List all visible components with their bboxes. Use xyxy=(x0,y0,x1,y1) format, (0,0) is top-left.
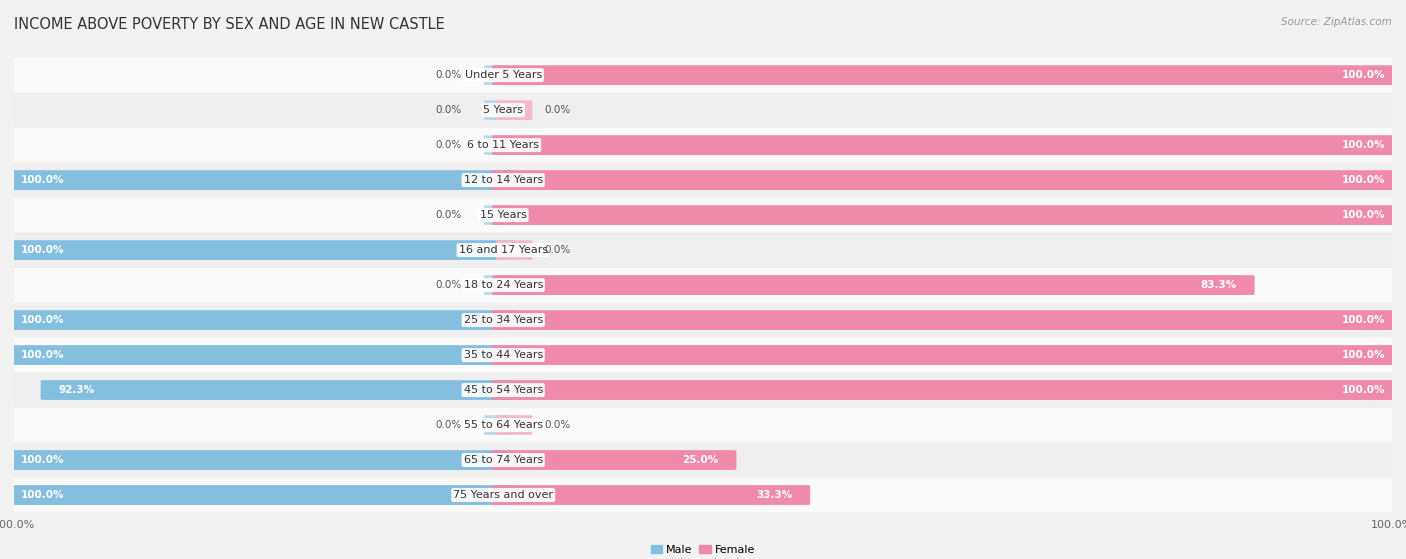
FancyBboxPatch shape xyxy=(3,450,515,470)
Text: 16 and 17 Years: 16 and 17 Years xyxy=(458,245,548,255)
Text: 100.0%: 100.0% xyxy=(21,490,65,500)
FancyBboxPatch shape xyxy=(492,485,810,505)
FancyBboxPatch shape xyxy=(484,65,510,85)
Legend: Male, Female: Male, Female xyxy=(647,540,759,559)
Text: 100.0%: 100.0% xyxy=(1341,385,1385,395)
FancyBboxPatch shape xyxy=(0,93,1406,127)
Text: 12 to 14 Years: 12 to 14 Years xyxy=(464,175,543,185)
FancyBboxPatch shape xyxy=(3,240,515,260)
FancyBboxPatch shape xyxy=(0,373,1406,407)
Text: 0.0%: 0.0% xyxy=(436,280,461,290)
Text: 0.0%: 0.0% xyxy=(436,70,461,80)
FancyBboxPatch shape xyxy=(41,380,515,400)
FancyBboxPatch shape xyxy=(0,408,1406,442)
FancyBboxPatch shape xyxy=(484,100,510,120)
Text: 65 to 74 Years: 65 to 74 Years xyxy=(464,455,543,465)
Text: 0.0%: 0.0% xyxy=(436,105,461,115)
Text: 92.3%: 92.3% xyxy=(59,385,94,395)
FancyBboxPatch shape xyxy=(492,135,1403,155)
FancyBboxPatch shape xyxy=(492,310,1403,330)
FancyBboxPatch shape xyxy=(484,135,510,155)
FancyBboxPatch shape xyxy=(0,233,1406,267)
Text: 55 to 64 Years: 55 to 64 Years xyxy=(464,420,543,430)
Text: 25.0%: 25.0% xyxy=(682,455,718,465)
Text: INCOME ABOVE POVERTY BY SEX AND AGE IN NEW CASTLE: INCOME ABOVE POVERTY BY SEX AND AGE IN N… xyxy=(14,17,444,32)
FancyBboxPatch shape xyxy=(484,205,510,225)
FancyBboxPatch shape xyxy=(492,65,1403,85)
FancyBboxPatch shape xyxy=(0,478,1406,512)
Text: 0.0%: 0.0% xyxy=(544,420,571,430)
Text: 0.0%: 0.0% xyxy=(436,420,461,430)
Text: 100.0%: 100.0% xyxy=(1341,140,1385,150)
FancyBboxPatch shape xyxy=(0,58,1406,92)
Text: 100.0%: 100.0% xyxy=(21,350,65,360)
FancyBboxPatch shape xyxy=(492,275,1254,295)
FancyBboxPatch shape xyxy=(0,163,1406,197)
Text: 100.0%: 100.0% xyxy=(21,245,65,255)
Text: 0.0%: 0.0% xyxy=(436,210,461,220)
FancyBboxPatch shape xyxy=(0,443,1406,477)
FancyBboxPatch shape xyxy=(0,198,1406,232)
Text: 33.3%: 33.3% xyxy=(756,490,792,500)
Text: 5 Years: 5 Years xyxy=(484,105,523,115)
Text: 0.0%: 0.0% xyxy=(436,140,461,150)
FancyBboxPatch shape xyxy=(492,170,1403,190)
Text: 100.0%: 100.0% xyxy=(1341,210,1385,220)
Text: 25 to 34 Years: 25 to 34 Years xyxy=(464,315,543,325)
FancyBboxPatch shape xyxy=(492,205,1403,225)
FancyBboxPatch shape xyxy=(492,380,1403,400)
FancyBboxPatch shape xyxy=(0,128,1406,162)
Text: 45 to 54 Years: 45 to 54 Years xyxy=(464,385,543,395)
Text: 0.0%: 0.0% xyxy=(544,245,571,255)
FancyBboxPatch shape xyxy=(3,170,515,190)
FancyBboxPatch shape xyxy=(496,100,533,120)
FancyBboxPatch shape xyxy=(0,338,1406,372)
Text: 18 to 24 Years: 18 to 24 Years xyxy=(464,280,543,290)
Text: Under 5 Years: Under 5 Years xyxy=(464,70,541,80)
FancyBboxPatch shape xyxy=(0,268,1406,302)
FancyBboxPatch shape xyxy=(492,450,737,470)
FancyBboxPatch shape xyxy=(496,415,533,435)
Text: 75 Years and over: 75 Years and over xyxy=(453,490,553,500)
Text: 100.0%: 100.0% xyxy=(1341,70,1385,80)
FancyBboxPatch shape xyxy=(484,415,510,435)
FancyBboxPatch shape xyxy=(496,240,533,260)
Text: 83.3%: 83.3% xyxy=(1201,280,1237,290)
FancyBboxPatch shape xyxy=(484,275,510,295)
Text: 100.0%: 100.0% xyxy=(1341,175,1385,185)
Text: 100.0%: 100.0% xyxy=(21,455,65,465)
Text: 100.0%: 100.0% xyxy=(21,315,65,325)
Text: Source: ZipAtlas.com: Source: ZipAtlas.com xyxy=(1281,17,1392,27)
Text: 100.0%: 100.0% xyxy=(21,175,65,185)
Text: 0.0%: 0.0% xyxy=(544,105,571,115)
Text: 100.0%: 100.0% xyxy=(1341,315,1385,325)
FancyBboxPatch shape xyxy=(0,303,1406,337)
FancyBboxPatch shape xyxy=(492,345,1403,365)
FancyBboxPatch shape xyxy=(3,310,515,330)
Text: 6 to 11 Years: 6 to 11 Years xyxy=(467,140,540,150)
Text: 15 Years: 15 Years xyxy=(479,210,527,220)
FancyBboxPatch shape xyxy=(3,345,515,365)
Text: 100.0%: 100.0% xyxy=(1341,350,1385,360)
FancyBboxPatch shape xyxy=(3,485,515,505)
Text: 35 to 44 Years: 35 to 44 Years xyxy=(464,350,543,360)
